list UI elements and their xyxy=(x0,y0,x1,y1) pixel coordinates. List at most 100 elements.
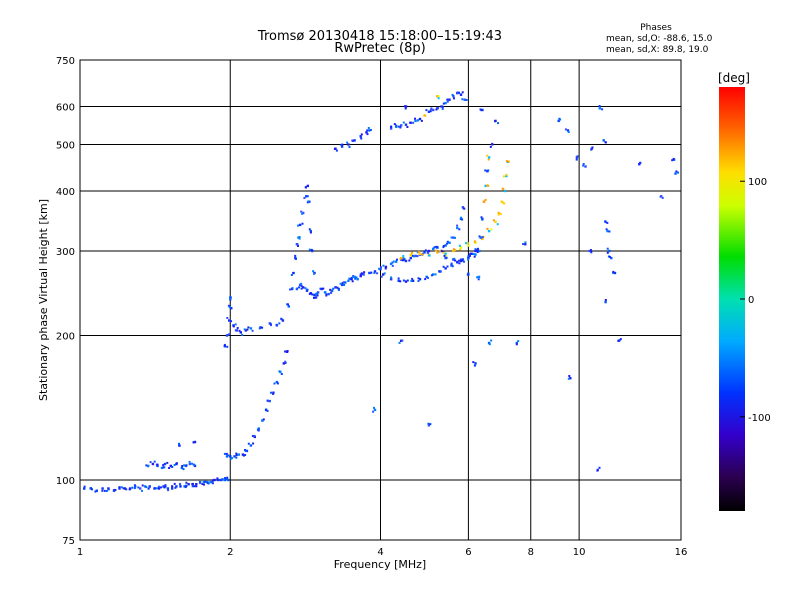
data-point xyxy=(479,108,482,111)
x-tick-label: 2 xyxy=(227,547,233,558)
data-point xyxy=(496,223,499,226)
data-point xyxy=(131,486,134,489)
data-point xyxy=(350,278,353,281)
data-point xyxy=(475,249,478,251)
data-point xyxy=(306,288,309,291)
data-point xyxy=(404,123,408,126)
data-point xyxy=(94,490,97,493)
data-point xyxy=(459,248,462,251)
data-point xyxy=(480,216,483,219)
data-point xyxy=(261,419,264,422)
data-point xyxy=(417,250,420,253)
data-point xyxy=(308,292,311,295)
data-point xyxy=(373,271,376,274)
data-point xyxy=(441,107,444,110)
data-point xyxy=(302,286,305,289)
data-point xyxy=(421,253,424,256)
data-point xyxy=(446,240,449,243)
data-point xyxy=(606,229,609,233)
data-point xyxy=(179,485,182,488)
data-point xyxy=(236,327,239,329)
data-point xyxy=(133,484,136,487)
data-point xyxy=(313,296,315,299)
data-point xyxy=(347,279,350,282)
colorbar-tick-label: -100 xyxy=(748,413,771,424)
data-point xyxy=(602,139,605,142)
colorbar-label: [deg] xyxy=(718,71,750,85)
data-point xyxy=(241,333,244,336)
data-point xyxy=(460,216,463,219)
data-point xyxy=(472,253,475,255)
data-point xyxy=(125,488,128,491)
data-point xyxy=(211,482,214,485)
data-point xyxy=(156,464,159,468)
data-point xyxy=(437,106,440,109)
data-point xyxy=(458,244,461,247)
data-point xyxy=(333,147,336,150)
data-point xyxy=(188,462,192,466)
data-point xyxy=(429,423,432,426)
data-point xyxy=(639,161,642,164)
data-point xyxy=(466,273,469,276)
data-point xyxy=(103,489,106,492)
data-point xyxy=(292,272,295,274)
data-point xyxy=(427,424,431,427)
data-point xyxy=(286,303,289,306)
data-point xyxy=(313,272,315,275)
data-point xyxy=(329,288,332,291)
data-point xyxy=(171,485,174,488)
data-point xyxy=(185,464,188,467)
data-point xyxy=(380,275,383,278)
data-point xyxy=(330,291,333,294)
data-point xyxy=(402,279,405,282)
data-point xyxy=(452,249,455,253)
data-point xyxy=(463,98,466,101)
data-point xyxy=(368,271,371,275)
data-point xyxy=(241,453,245,456)
colorbar-ticks: 100 0 -100 xyxy=(740,177,771,424)
data-point xyxy=(145,486,148,489)
data-point xyxy=(463,260,465,263)
data-point xyxy=(417,119,420,122)
data-point xyxy=(448,241,451,244)
data-point xyxy=(466,242,469,245)
data-point xyxy=(193,485,196,488)
data-point xyxy=(223,478,225,481)
data-point xyxy=(253,435,256,439)
data-point xyxy=(335,149,338,152)
data-point xyxy=(297,245,299,247)
data-point xyxy=(216,477,219,480)
data-point xyxy=(278,322,281,325)
data-point xyxy=(459,246,463,249)
data-point xyxy=(439,270,442,273)
data-point xyxy=(311,293,314,296)
data-point xyxy=(395,125,398,128)
data-point xyxy=(437,97,440,100)
data-point xyxy=(402,255,405,257)
data-point xyxy=(606,251,609,254)
data-point xyxy=(492,219,495,222)
data-point xyxy=(339,282,342,285)
data-point xyxy=(442,102,445,105)
data-point xyxy=(484,198,487,201)
data-point xyxy=(171,466,174,468)
data-point xyxy=(418,252,422,255)
data-point xyxy=(266,399,269,402)
data-points xyxy=(83,91,679,493)
data-point xyxy=(438,249,441,252)
data-point xyxy=(294,254,297,257)
data-point xyxy=(399,257,402,260)
data-point xyxy=(362,273,365,276)
data-point xyxy=(230,307,233,310)
data-point xyxy=(351,139,354,142)
y-axis-label: Stationary phase Virtual Height [km] xyxy=(37,199,50,401)
data-point xyxy=(414,117,416,120)
data-point xyxy=(363,271,366,274)
data-point xyxy=(235,456,238,459)
data-point xyxy=(582,164,585,167)
data-point xyxy=(395,124,398,127)
data-point xyxy=(261,326,264,329)
data-point xyxy=(101,489,104,492)
data-point xyxy=(481,237,484,241)
data-point xyxy=(216,478,220,482)
